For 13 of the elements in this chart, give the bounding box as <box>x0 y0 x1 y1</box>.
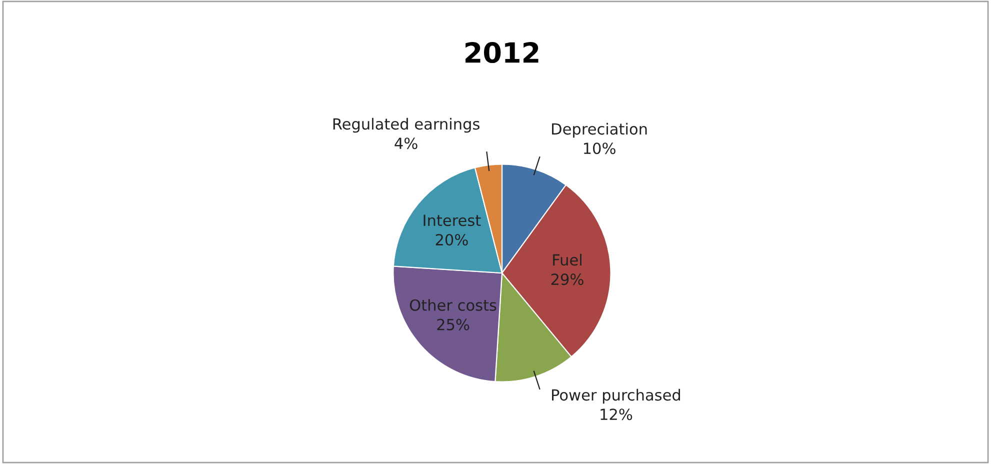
slice-label: Fuel <box>553 254 582 266</box>
data-label: 29% <box>551 274 584 286</box>
data-label: 12% <box>600 408 632 420</box>
slice-label: Other costs <box>410 299 496 311</box>
slice-label: Regulated earnings <box>333 118 480 133</box>
data-label: 25% <box>437 318 470 330</box>
slice-label: Depreciation <box>552 122 647 138</box>
data-label: 10% <box>584 142 616 154</box>
slice-label: Power purchased <box>552 388 680 404</box>
slice-label: Interest <box>424 214 481 226</box>
chart-title: 2012 <box>466 42 538 64</box>
data-label: 4% <box>394 138 418 150</box>
data-label: 20% <box>436 234 468 246</box>
